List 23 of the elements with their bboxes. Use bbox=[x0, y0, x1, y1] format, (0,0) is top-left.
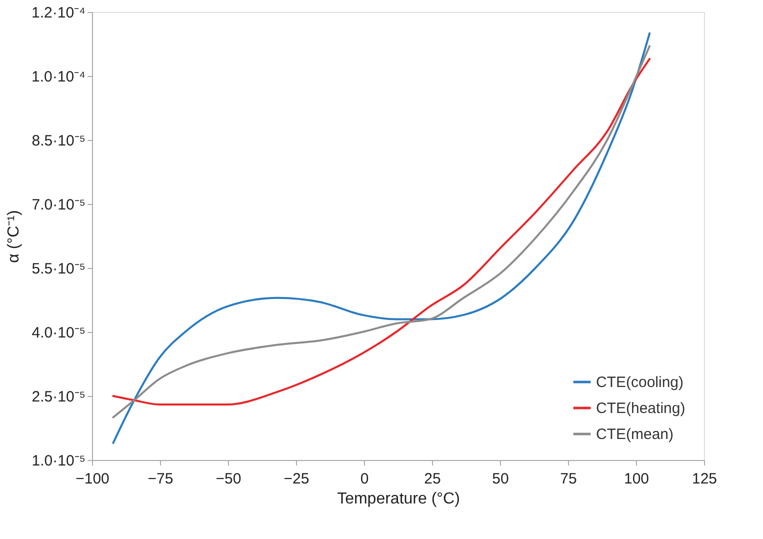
y-tick-label: 7.0·10⁻⁵ bbox=[32, 196, 86, 214]
x-tick-label: −75 bbox=[148, 470, 174, 488]
x-tick-label: 25 bbox=[424, 470, 441, 488]
y-tick-label: 1.0·10⁻⁵ bbox=[32, 452, 86, 470]
x-tick-label: 0 bbox=[360, 470, 369, 488]
y-tick-label: 1.2·10⁻⁴ bbox=[32, 4, 86, 22]
y-tick-label: 2.5·10⁻⁵ bbox=[32, 388, 86, 406]
legend-label: CTE(cooling) bbox=[596, 374, 684, 391]
x-tick-label: 125 bbox=[692, 470, 718, 488]
y-tick-label: 4.0·10⁻⁵ bbox=[32, 324, 86, 342]
x-tick-label: 75 bbox=[560, 470, 577, 488]
y-tick-label: 8.5·10⁻⁵ bbox=[32, 132, 86, 150]
y-axis-title: α (°C⁻¹) bbox=[6, 210, 23, 263]
legend-label: CTE(heating) bbox=[596, 400, 686, 417]
y-tick-label: 5.5·10⁻⁵ bbox=[32, 260, 86, 278]
x-tick-label: −100 bbox=[76, 470, 110, 488]
x-tick-label: 100 bbox=[624, 470, 650, 488]
legend-label: CTE(mean) bbox=[596, 426, 674, 443]
y-tick-label: 1.0·10⁻⁴ bbox=[32, 68, 86, 86]
x-tick-label: −50 bbox=[216, 470, 242, 488]
x-axis-title: Temperature (°C) bbox=[337, 490, 460, 508]
x-tick-label: −25 bbox=[284, 470, 310, 488]
x-tick-label: 50 bbox=[492, 470, 509, 488]
